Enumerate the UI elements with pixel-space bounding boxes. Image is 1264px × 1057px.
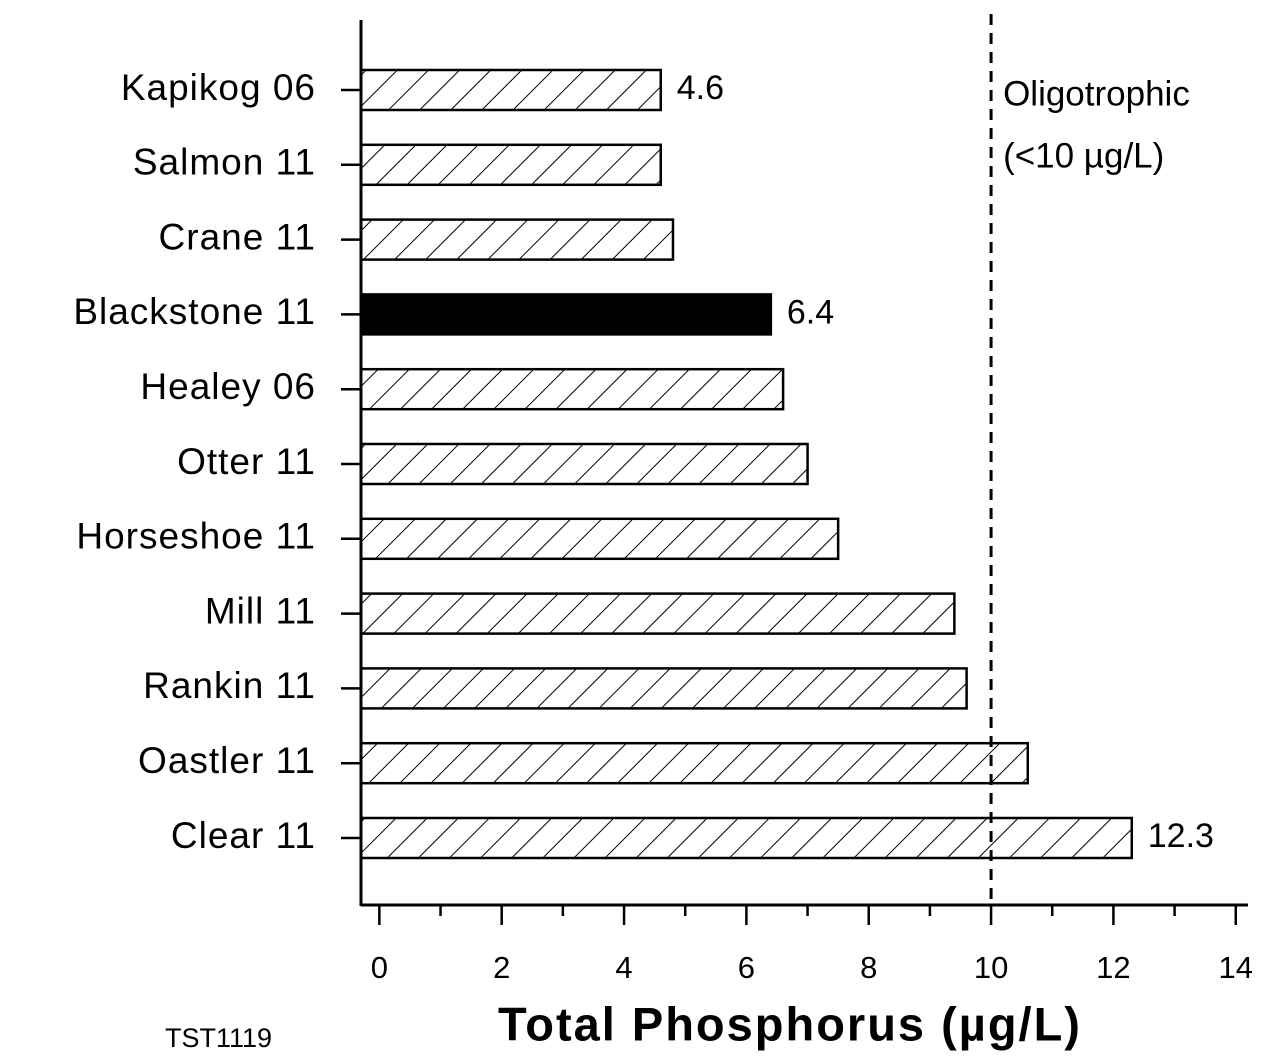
- bar: [359, 143, 662, 187]
- y-tick-label: Otter 11: [177, 441, 316, 482]
- y-tick-label: Crane 11: [159, 216, 316, 257]
- bar: [359, 293, 773, 336]
- bar: [359, 816, 1134, 860]
- y-tick-label: Mill 11: [205, 590, 316, 631]
- x-tick-label: 10: [974, 950, 1008, 985]
- x-tick-label: 14: [1219, 950, 1253, 985]
- value-label: 6.4: [787, 293, 834, 331]
- y-tick-label: Rankin 11: [143, 665, 316, 706]
- x-tick-label: 2: [493, 950, 510, 985]
- y-tick-label: Oastler 11: [138, 740, 316, 781]
- bar: [359, 667, 968, 710]
- y-tick-label: Kapikog 06: [121, 67, 316, 108]
- bar: [359, 367, 785, 411]
- bar: [359, 442, 809, 486]
- x-tick-label: 12: [1096, 950, 1130, 985]
- bar: [359, 68, 662, 112]
- y-tick-label: Blackstone 11: [73, 291, 316, 332]
- y-tick-label: Horseshoe 11: [76, 516, 316, 557]
- x-tick-label: 8: [860, 950, 877, 985]
- x-tick-label: 4: [615, 950, 632, 985]
- bar: [359, 741, 1030, 785]
- reference-label: (<10 µg/L): [1003, 136, 1164, 175]
- y-tick-label: Clear 11: [171, 815, 316, 856]
- bar: [359, 592, 956, 635]
- x-tick-label: 6: [738, 950, 755, 985]
- y-tick-label: Healey 06: [140, 366, 316, 407]
- footnote: TST1119: [165, 1023, 272, 1053]
- bar: [359, 218, 675, 261]
- value-label: 12.3: [1148, 817, 1214, 855]
- reference-label: Oligotrophic: [1003, 74, 1190, 113]
- x-tick-label: 0: [371, 950, 388, 985]
- value-label: 4.6: [677, 69, 724, 107]
- x-axis-title: Total Phosphorus (µg/L): [498, 997, 1082, 1050]
- y-tick-label: Salmon 11: [133, 142, 316, 183]
- bar: [359, 517, 840, 561]
